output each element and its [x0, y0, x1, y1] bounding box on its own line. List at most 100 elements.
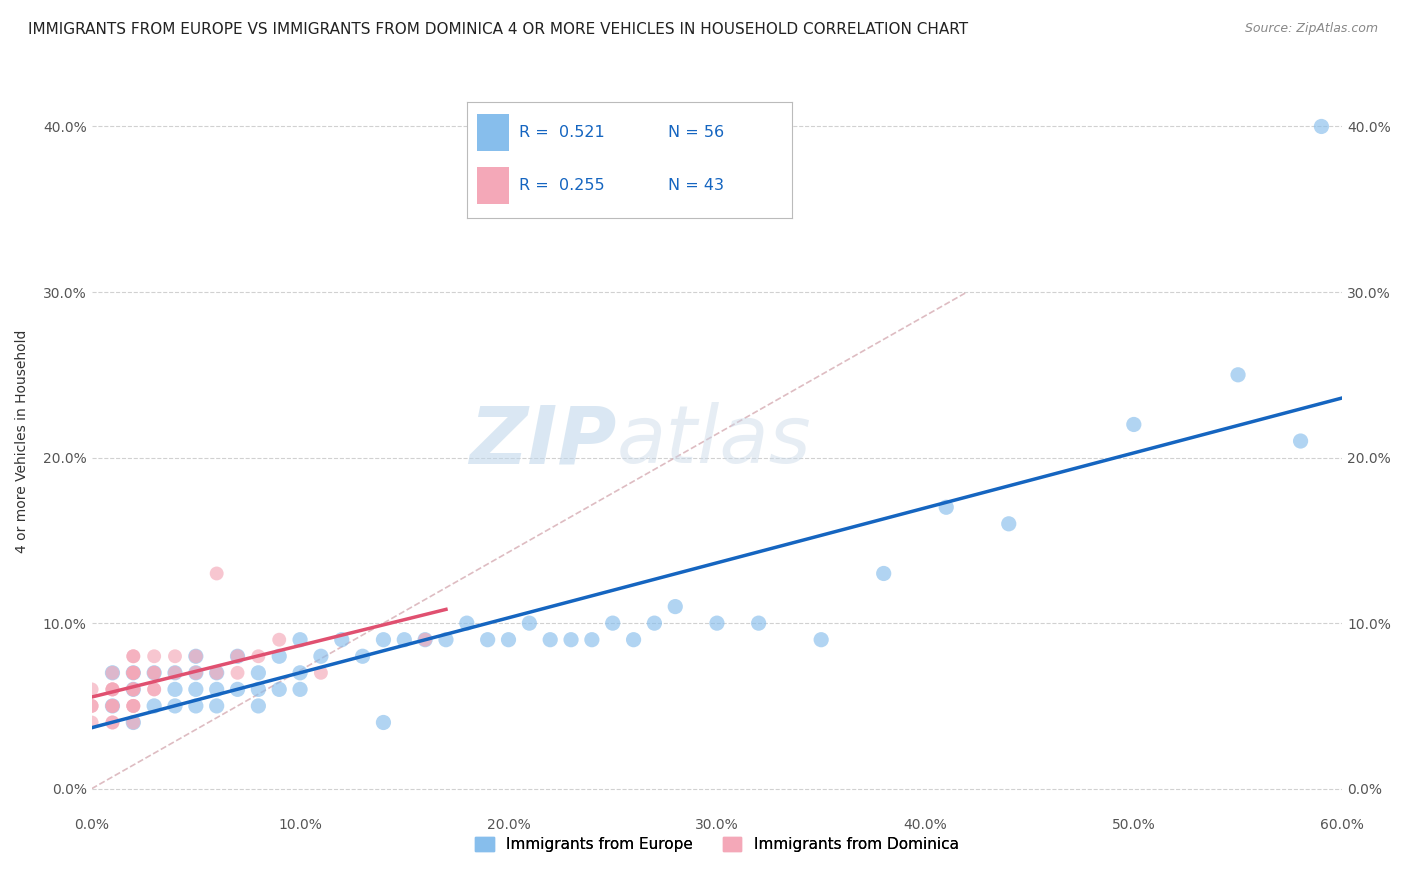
Point: [664, 599, 686, 614]
Point: [122, 682, 145, 697]
Point: [101, 682, 124, 697]
Point: [205, 665, 228, 680]
Point: [498, 632, 520, 647]
Point: [101, 682, 124, 697]
Point: [101, 665, 124, 680]
Point: [226, 665, 249, 680]
Point: [143, 665, 166, 680]
Point: [602, 616, 624, 631]
Point: [184, 682, 207, 697]
Point: [122, 682, 145, 697]
Text: ZIP: ZIP: [470, 402, 617, 480]
Point: [122, 665, 145, 680]
Y-axis label: 4 or more Vehicles in Household: 4 or more Vehicles in Household: [15, 329, 30, 553]
Point: [560, 632, 582, 647]
Point: [184, 665, 207, 680]
Point: [122, 649, 145, 664]
Point: [101, 715, 124, 730]
Point: [269, 682, 291, 697]
Point: [1122, 417, 1144, 432]
Point: [394, 632, 416, 647]
Point: [122, 715, 145, 730]
Point: [163, 682, 186, 697]
Point: [373, 715, 395, 730]
Point: [205, 566, 228, 581]
Point: [269, 632, 291, 647]
Point: [122, 698, 145, 713]
Point: [143, 649, 166, 664]
Point: [288, 632, 311, 647]
Legend: Immigrants from Europe, Immigrants from Dominica: Immigrants from Europe, Immigrants from …: [470, 830, 965, 858]
Point: [122, 715, 145, 730]
Point: [247, 682, 270, 697]
Point: [122, 698, 145, 713]
Point: [163, 698, 186, 713]
Point: [101, 698, 124, 713]
Point: [143, 665, 166, 680]
Point: [247, 698, 270, 713]
Point: [101, 698, 124, 713]
Point: [184, 649, 207, 664]
Text: atlas: atlas: [617, 402, 811, 480]
Point: [935, 500, 957, 515]
Point: [288, 665, 311, 680]
Point: [623, 632, 645, 647]
Point: [122, 665, 145, 680]
Point: [309, 649, 332, 664]
Text: IMMIGRANTS FROM EUROPE VS IMMIGRANTS FROM DOMINICA 4 OR MORE VEHICLES IN HOUSEHO: IMMIGRANTS FROM EUROPE VS IMMIGRANTS FRO…: [28, 22, 969, 37]
Point: [184, 665, 207, 680]
Point: [122, 682, 145, 697]
Point: [643, 616, 665, 631]
Point: [101, 665, 124, 680]
Point: [143, 698, 166, 713]
Point: [997, 516, 1019, 531]
Point: [101, 698, 124, 713]
Point: [184, 649, 207, 664]
Point: [247, 649, 270, 664]
Point: [352, 649, 374, 664]
Point: [163, 649, 186, 664]
Point: [122, 682, 145, 697]
Point: [1289, 434, 1312, 448]
Point: [80, 698, 103, 713]
Point: [309, 665, 332, 680]
Point: [122, 665, 145, 680]
Point: [748, 616, 770, 631]
Point: [226, 649, 249, 664]
Point: [205, 665, 228, 680]
Point: [330, 632, 353, 647]
Point: [413, 632, 436, 647]
Point: [163, 665, 186, 680]
Point: [1310, 120, 1333, 134]
Point: [810, 632, 832, 647]
Point: [143, 665, 166, 680]
Point: [247, 665, 270, 680]
Point: [873, 566, 896, 581]
Point: [101, 715, 124, 730]
Point: [1227, 368, 1250, 382]
Point: [373, 632, 395, 647]
Point: [101, 682, 124, 697]
Point: [122, 665, 145, 680]
Point: [477, 632, 499, 647]
Point: [288, 682, 311, 697]
Point: [226, 682, 249, 697]
Point: [122, 665, 145, 680]
Point: [143, 682, 166, 697]
Point: [101, 698, 124, 713]
Point: [80, 715, 103, 730]
Text: Source: ZipAtlas.com: Source: ZipAtlas.com: [1244, 22, 1378, 36]
Point: [226, 649, 249, 664]
Point: [80, 698, 103, 713]
Point: [143, 682, 166, 697]
Point: [517, 616, 540, 631]
Point: [205, 698, 228, 713]
Point: [269, 649, 291, 664]
Point: [434, 632, 457, 647]
Point: [581, 632, 603, 647]
Point: [706, 616, 728, 631]
Point: [205, 682, 228, 697]
Point: [122, 698, 145, 713]
Point: [413, 632, 436, 647]
Point: [538, 632, 561, 647]
